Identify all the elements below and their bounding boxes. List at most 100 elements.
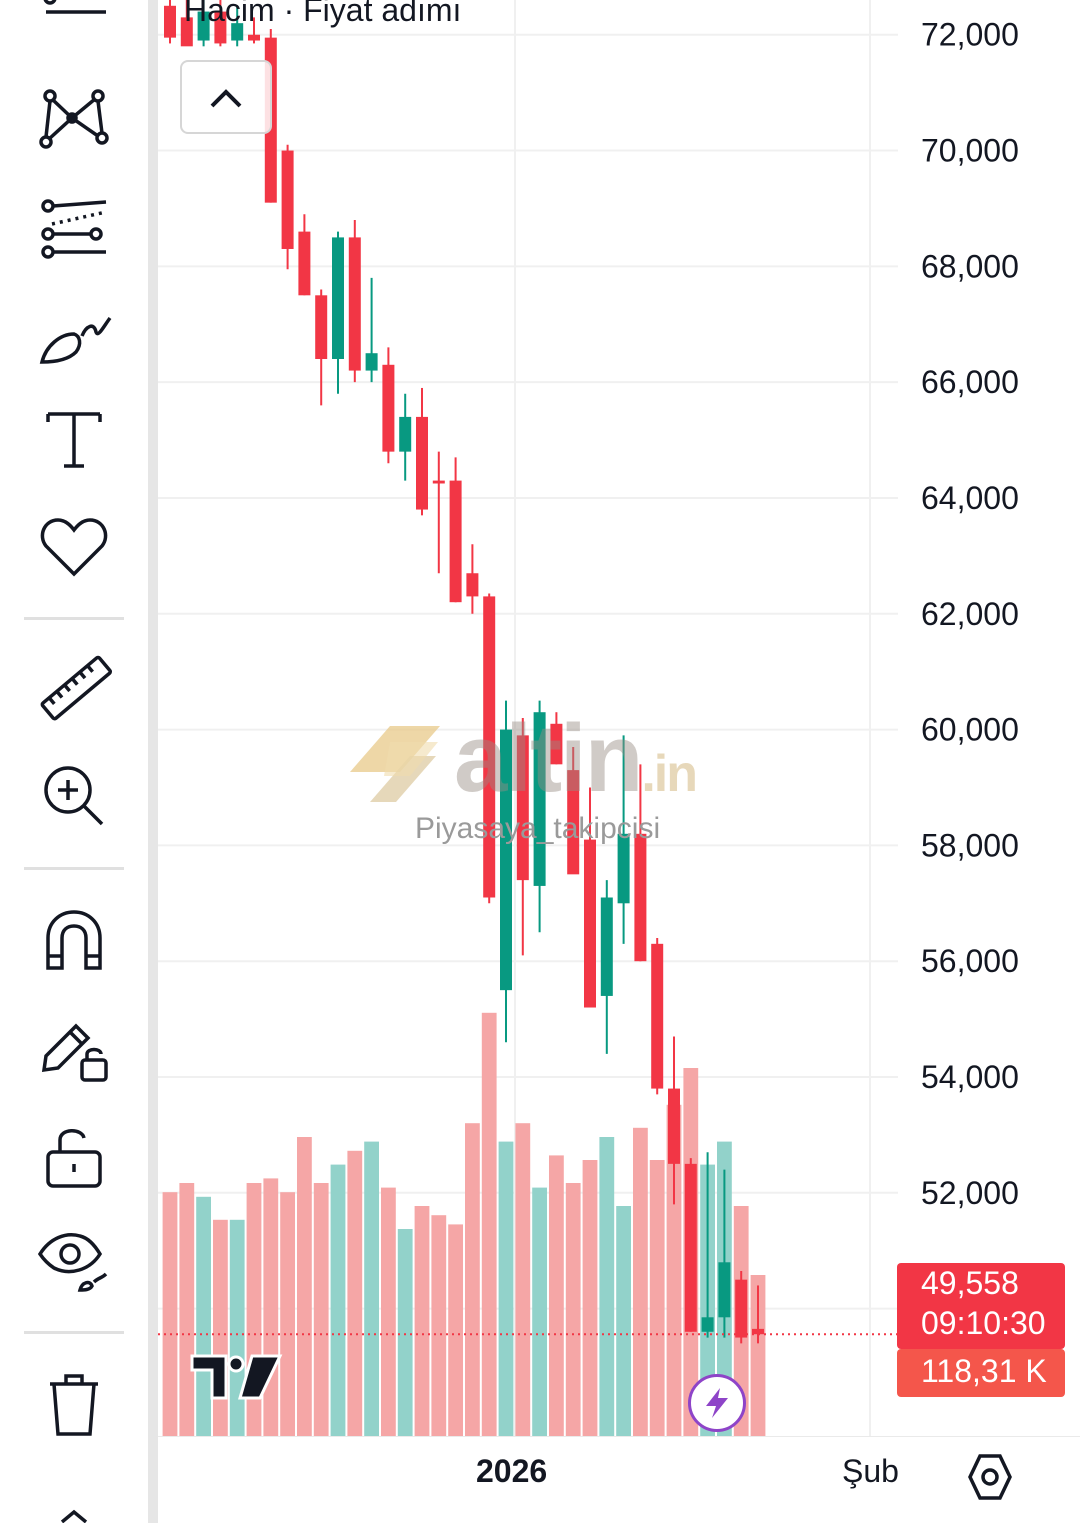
volume-value: 118,31 K — [921, 1353, 1047, 1389]
candle-body — [248, 34, 260, 41]
candle-body — [399, 416, 412, 452]
volume-bar — [347, 1150, 363, 1436]
volume-legend: Hacim · Fiyat adımı — [184, 0, 461, 29]
volume-bar — [313, 1183, 329, 1436]
brush-tool[interactable] — [28, 294, 120, 374]
volume-bar — [431, 1215, 447, 1436]
volume-bar — [280, 1192, 295, 1436]
text-tool[interactable] — [28, 400, 120, 480]
lock-all-tool[interactable] — [28, 1116, 120, 1196]
candle-body — [718, 1262, 731, 1318]
candle-body — [668, 1088, 680, 1164]
drawing-toolbar — [0, 0, 148, 1523]
time-label-year: 2026 — [476, 1453, 548, 1489]
candle-body — [684, 1163, 697, 1332]
favorites-heart-icon — [40, 518, 108, 577]
fib-channel-icon — [41, 199, 107, 259]
remove-drawings-tool[interactable] — [28, 1364, 120, 1444]
settings-hexagon-icon — [968, 1454, 1012, 1500]
volume-bar — [532, 1187, 547, 1436]
toolbar-separator — [24, 617, 124, 620]
measure-tool[interactable] — [28, 650, 120, 730]
volume-bar — [666, 1104, 682, 1436]
volume-bar — [448, 1224, 463, 1436]
time-label-month: Şub — [842, 1453, 899, 1489]
candle-body — [533, 712, 546, 886]
candle-body — [382, 364, 395, 452]
price-axis: 72,000 70,000 68,000 66,000 64,000 62,000 60,0… — [921, 17, 1019, 1327]
candle-body — [701, 1317, 714, 1332]
chart-settings-button[interactable] — [966, 1452, 1014, 1502]
volume-bar — [179, 1183, 195, 1436]
hide-drawings-tool[interactable] — [28, 1222, 120, 1302]
collapse-legend-button[interactable] — [180, 60, 272, 134]
brush-icon — [39, 316, 112, 364]
candle-body — [516, 735, 529, 881]
volume-bar — [633, 1127, 648, 1436]
watermark-brand-ext: .in — [641, 745, 698, 803]
volume-bar — [481, 1012, 497, 1436]
candle-body — [214, 11, 227, 44]
price-tick-label: 64,000 — [921, 480, 1019, 516]
trend-lines-icon — [43, 0, 106, 14]
watermark: altin.in — [350, 705, 750, 812]
favorites-tool[interactable] — [28, 506, 120, 586]
hide-drawings-icon — [37, 1233, 108, 1292]
lock-drawing-tool[interactable] — [28, 1010, 120, 1090]
volume-bar — [498, 1141, 514, 1436]
tradingview-logo[interactable] — [188, 1350, 284, 1406]
toolbar-scroll-more[interactable] — [28, 1496, 120, 1523]
price-tick-label: 66,000 — [921, 364, 1019, 400]
legend-text: Hacim · Fiyat adımı — [184, 0, 462, 28]
candle-body — [617, 833, 630, 904]
volume-bar — [414, 1206, 430, 1436]
candle-body — [432, 480, 445, 484]
volume-bar — [750, 1275, 766, 1436]
volume-bar — [616, 1206, 631, 1436]
candle-body — [231, 23, 244, 41]
text-icon — [46, 412, 102, 468]
time-axis[interactable]: 2026 Şub — [158, 1436, 1080, 1524]
candle-body — [416, 416, 428, 510]
volume-bar — [649, 1160, 665, 1436]
zoom-in-tool[interactable] — [28, 756, 120, 836]
unlock-icon — [46, 1129, 102, 1188]
candle-body — [332, 237, 344, 359]
volume-bar — [297, 1137, 312, 1436]
volume-bar — [330, 1164, 346, 1436]
trash-icon — [50, 1374, 98, 1436]
candle-body — [634, 833, 647, 962]
toolbar-separator — [24, 867, 124, 870]
patterns-icon — [39, 89, 109, 149]
trend-lines-tool[interactable] — [28, 0, 120, 58]
candle-body — [550, 723, 563, 765]
volume-bar — [397, 1229, 413, 1436]
chevron-up-icon — [60, 1509, 88, 1523]
magnet-tool[interactable] — [28, 900, 120, 980]
candle-body — [752, 1328, 764, 1335]
volume-bar — [465, 1123, 480, 1436]
candle-body — [281, 150, 294, 249]
watermark-brand-main: altin — [454, 705, 643, 812]
watermark-subtitle: Piyasaya_takipcisi — [415, 812, 661, 845]
price-tick-label: 62,000 — [921, 596, 1019, 632]
fib-channel-tool[interactable] — [28, 188, 120, 268]
volume-bar — [549, 1155, 564, 1436]
price-tick-label: 56,000 — [921, 943, 1019, 979]
volume-bar — [515, 1123, 531, 1436]
volume-bar — [162, 1192, 178, 1436]
price-tick-label: 58,000 — [921, 827, 1019, 863]
toolbar-separator — [24, 1331, 124, 1334]
candle-body — [164, 5, 176, 38]
volume-bar — [565, 1183, 581, 1436]
price-tick-label: 52,000 — [921, 1175, 1019, 1211]
candle-body — [365, 353, 378, 371]
patterns-tool[interactable] — [28, 78, 120, 158]
candle-body — [197, 11, 210, 41]
volume-bar — [196, 1196, 211, 1436]
zoom-in-icon — [44, 766, 104, 826]
candle-body — [466, 573, 479, 597]
candle-body — [180, 17, 193, 47]
lightning-button[interactable] — [688, 1374, 746, 1432]
candle-body — [483, 596, 496, 898]
